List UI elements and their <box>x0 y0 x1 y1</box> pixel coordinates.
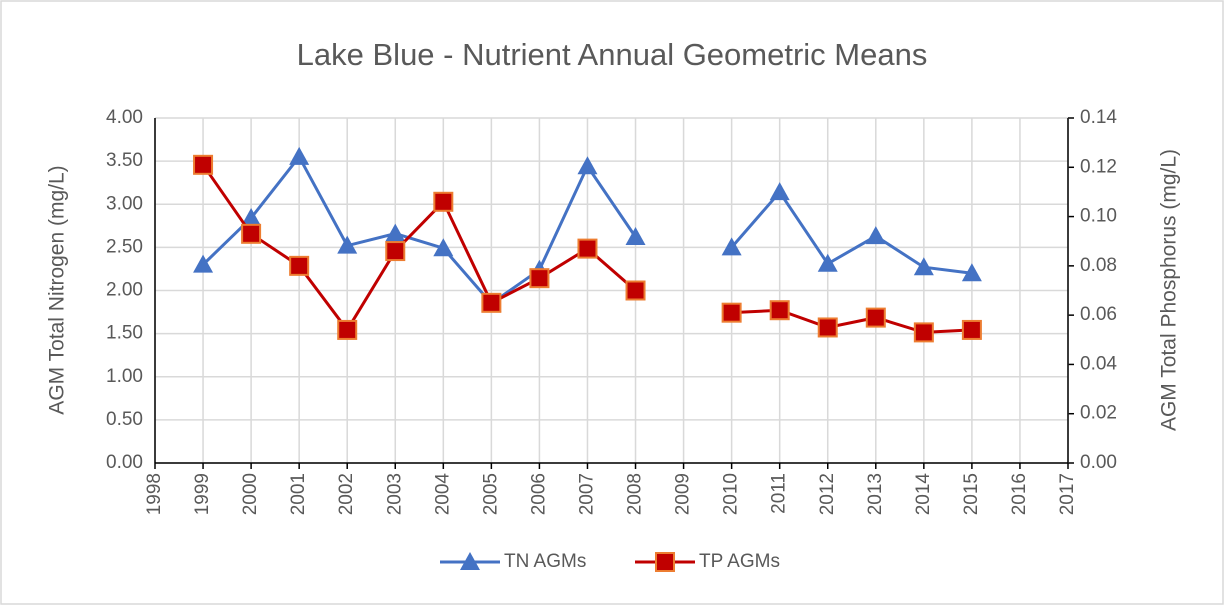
x-tick-label: 2013 <box>865 473 886 515</box>
x-tick-label: 2000 <box>240 473 261 515</box>
x-tick-label: 2015 <box>961 473 982 515</box>
data-point <box>433 238 454 257</box>
legend-marker <box>655 552 675 572</box>
x-tick-label: 1999 <box>192 473 213 515</box>
data-point <box>865 307 886 328</box>
y-tick-label: 3.50 <box>106 150 143 171</box>
y-axis-label: AGM Total Nitrogen (mg/L) <box>46 165 69 414</box>
data-point <box>481 292 502 313</box>
data-point <box>913 322 934 343</box>
data-point <box>337 319 358 340</box>
y-tick-label: 1.50 <box>106 323 143 344</box>
x-tick-label: 2004 <box>432 473 453 516</box>
data-point <box>433 191 454 212</box>
x-tick-label: 1998 <box>144 473 165 515</box>
data-point <box>625 227 646 246</box>
x-tick-label: 2014 <box>913 473 934 516</box>
data-point <box>961 263 982 282</box>
x-tick-label: 2003 <box>384 473 405 515</box>
x-tick-label: 2002 <box>336 473 357 515</box>
y-tick-label: 0.50 <box>106 409 143 430</box>
y2-axis-label: AGM Total Phosphorus (mg/L) <box>1158 149 1181 431</box>
data-point <box>817 317 838 338</box>
legend-label: TP AGMs <box>699 551 780 572</box>
x-tick-label: 2007 <box>576 473 597 515</box>
data-point <box>769 182 790 201</box>
x-tick-label: 2008 <box>625 473 646 515</box>
data-point <box>241 223 262 244</box>
data-point <box>385 241 406 262</box>
data-point <box>769 300 790 321</box>
data-point <box>625 280 646 301</box>
data-point <box>577 156 598 175</box>
y2-tick-label: 0.08 <box>1080 255 1117 276</box>
x-tick-label: 2009 <box>673 473 694 515</box>
data-point <box>817 253 838 272</box>
y-tick-label: 4.00 <box>106 107 143 128</box>
x-tick-label: 2010 <box>721 473 742 515</box>
data-point <box>721 302 742 323</box>
x-tick-label: 2006 <box>528 473 549 515</box>
data-point <box>193 254 214 273</box>
data-point <box>913 257 934 276</box>
x-tick-label: 2012 <box>817 473 838 515</box>
data-point <box>289 255 310 276</box>
legend-label: TN AGMs <box>504 551 586 572</box>
data-point <box>577 238 598 259</box>
data-point <box>241 208 262 227</box>
chart-title: Lake Blue - Nutrient Annual Geometric Me… <box>297 37 928 72</box>
x-tick-label: 2017 <box>1057 473 1078 515</box>
x-tick-label: 2011 <box>769 473 790 514</box>
x-tick-label: 2016 <box>1009 473 1030 515</box>
legend-marker <box>460 552 480 570</box>
y2-tick-label: 0.04 <box>1080 353 1117 374</box>
y-tick-label: 3.00 <box>106 193 143 214</box>
y2-tick-label: 0.14 <box>1080 107 1117 128</box>
y-tick-label: 1.00 <box>106 366 143 387</box>
y2-tick-label: 0.00 <box>1080 452 1117 473</box>
data-point <box>529 268 550 289</box>
x-tick-label: 2005 <box>480 473 501 515</box>
y2-tick-label: 0.10 <box>1080 206 1117 227</box>
data-point <box>337 235 358 254</box>
data-point <box>385 223 406 242</box>
data-point <box>193 154 214 175</box>
data-point <box>721 237 742 256</box>
data-point <box>865 226 886 245</box>
x-tick-label: 2001 <box>288 473 309 515</box>
data-point <box>289 146 310 165</box>
y-tick-label: 2.00 <box>106 280 143 301</box>
y2-tick-label: 0.06 <box>1080 304 1117 325</box>
series-line <box>202 154 973 306</box>
y2-tick-label: 0.02 <box>1080 403 1117 424</box>
y2-tick-label: 0.12 <box>1080 156 1117 177</box>
data-point <box>961 319 982 340</box>
y-tick-label: 0.00 <box>106 452 143 473</box>
y-tick-label: 2.50 <box>106 236 143 257</box>
